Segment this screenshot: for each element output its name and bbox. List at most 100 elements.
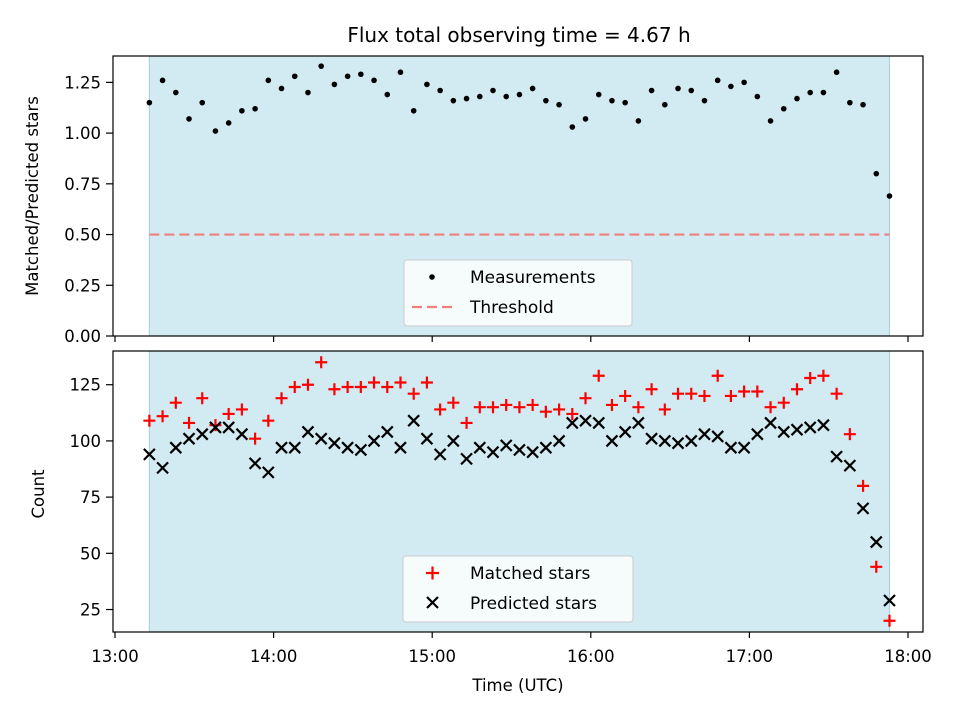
matched-star-point (486, 401, 499, 414)
chart-title: Flux total observing time = 4.67 h (347, 23, 690, 47)
predicted-star-point (817, 418, 830, 432)
measurement-point (820, 89, 827, 96)
top-legend-box (403, 259, 633, 327)
measurement-points (146, 63, 893, 199)
predicted-star-point (301, 425, 315, 439)
measurement-point (701, 97, 708, 104)
predicted-star-point (698, 427, 711, 441)
matched-star-point (301, 378, 314, 391)
predicted-star-point (777, 425, 791, 439)
measurement-point (239, 107, 245, 114)
matched-star-point (817, 369, 830, 382)
measurement-point (807, 89, 813, 96)
measurement-point (754, 93, 761, 100)
measurement-point (886, 193, 893, 199)
predicted-star-point (499, 439, 513, 452)
predicted-star-point (566, 416, 579, 430)
predicted-star-point (856, 502, 870, 515)
measurement-point (252, 105, 258, 112)
top-y-label: Matched/Predicted stars (23, 96, 42, 296)
predicted-star-point (764, 416, 777, 430)
predicted-star-point (354, 443, 368, 457)
legend-measurements-label: Measurements (470, 268, 596, 288)
x-tick-label: 13:00 (91, 647, 139, 666)
matched-star-point (724, 389, 737, 402)
bottom-legend: Matched stars Predicted stars (402, 555, 634, 623)
predicted-star-point (275, 441, 288, 454)
legend-threshold-label: Threshold (469, 298, 554, 318)
predicted-star-point (169, 441, 183, 454)
measurement-point (476, 93, 483, 100)
predicted-star-point (658, 434, 672, 448)
matched-star-point (196, 392, 209, 405)
matched-star-point (566, 407, 579, 420)
y-tick-label: 0.75 (64, 175, 101, 194)
matched-star-point (526, 398, 539, 411)
legend-measurements-marker (429, 274, 435, 280)
measurement-point (529, 85, 536, 92)
top-panel: 0.00 0.25 0.50 0.75 1.00 1.25 Matched/Predict… (23, 55, 924, 346)
measurement-point (450, 97, 457, 104)
measurement-point (662, 101, 668, 108)
measurement-point (714, 77, 721, 84)
measurement-point (186, 116, 192, 122)
predicted-star-point (737, 441, 751, 454)
y-tick-label: 0.50 (64, 226, 101, 245)
predicted-star-point (367, 434, 381, 448)
predicted-star-point (262, 466, 275, 479)
y-tick-label: 1.00 (64, 124, 101, 143)
measurement-point (609, 97, 615, 104)
matched-star-point (777, 396, 790, 409)
matched-star-point (420, 376, 433, 389)
matched-star-point (394, 376, 407, 389)
measurement-point (688, 87, 695, 94)
predicted-star-point (222, 421, 235, 434)
measurement-point (873, 170, 880, 177)
predicted-star-point (645, 432, 658, 445)
matched-star-point (685, 387, 698, 400)
matched-star-point (315, 356, 328, 369)
measurement-point (675, 85, 681, 92)
measurement-point (860, 101, 866, 108)
predicted-star-point (156, 461, 169, 475)
measurement-point (794, 95, 800, 102)
predicted-star-point (328, 436, 341, 450)
measurement-point (622, 99, 628, 106)
measurement-point (225, 120, 232, 126)
predicted-star-point (195, 427, 209, 441)
measurement-point (780, 105, 787, 112)
matched-star-point (183, 416, 196, 429)
predicted-star-point (790, 423, 804, 436)
bottom-y-ticks: 25 50 75 100 125 (70, 376, 113, 620)
measurement-point (172, 89, 179, 96)
predicted-star-point (539, 441, 553, 454)
matched-star-point (156, 410, 169, 423)
y-tick-label: 125 (70, 376, 102, 395)
measurement-point (424, 81, 430, 88)
bottom-y-label: Count (29, 469, 48, 519)
predicted-star-point (380, 425, 394, 439)
predicted-star-point (870, 535, 883, 549)
matched-star-point (553, 403, 566, 416)
matched-star-point (883, 614, 896, 627)
y-tick-label: 1.25 (64, 73, 101, 92)
measurement-point (318, 63, 324, 69)
predicted-star-point (394, 441, 407, 454)
matched-star-point (434, 403, 447, 416)
matched-star-point (473, 401, 486, 414)
matched-star-point (632, 401, 645, 414)
x-tick-label: 15:00 (408, 647, 456, 666)
top-x-ticks (114, 336, 909, 342)
predicted-star-point (605, 434, 619, 448)
x-tick-label: 18:00 (884, 647, 932, 666)
predicted-star-point (526, 445, 539, 459)
top-legend: Measurements Threshold (403, 259, 633, 327)
measurement-point (265, 77, 272, 84)
predicted-star-point (433, 448, 447, 461)
predicted-star-point (724, 441, 738, 454)
measurement-point (741, 79, 747, 86)
matched-star-point (275, 392, 288, 405)
matched-star-point (698, 389, 711, 402)
top-y-ticks: 0.00 0.25 0.50 0.75 1.00 1.25 (64, 73, 113, 346)
